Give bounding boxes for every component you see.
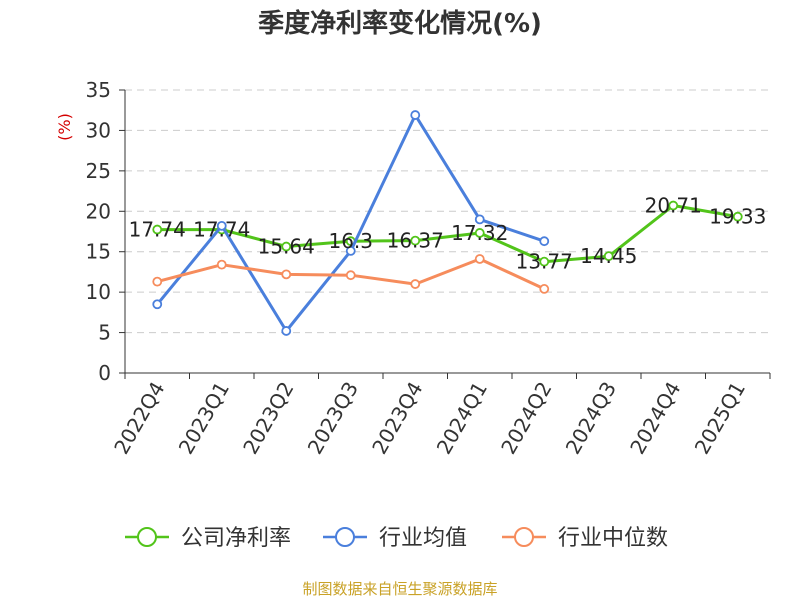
legend-label: 行业均值 [379, 526, 467, 551]
data-label: 17.74 [129, 218, 186, 242]
x-tick-label: 2024Q2 [496, 378, 556, 459]
series-group [152, 110, 743, 336]
data-point [539, 236, 550, 247]
data-label: 16.37 [387, 229, 444, 253]
data-point [345, 246, 356, 256]
legend: 公司净利率 行业均值 行业中位数 [125, 526, 668, 551]
data-point [539, 256, 550, 267]
data-point [216, 259, 227, 270]
data-point [216, 220, 227, 231]
y-tick-label: 5 [98, 321, 111, 345]
data-point [281, 269, 292, 280]
y-tick-label: 10 [86, 280, 111, 304]
data-point [474, 214, 485, 225]
x-tick-label: 2024Q4 [625, 378, 685, 459]
x-tick-label: 2024Q3 [561, 378, 621, 459]
data-label: 16.3 [328, 229, 373, 253]
data-point [668, 200, 679, 211]
y-tick-label: 20 [86, 199, 111, 223]
x-tick-label: 2025Q1 [690, 378, 750, 459]
x-tick-label: 2023Q4 [367, 378, 427, 459]
data-point [603, 251, 614, 262]
series-line-1 [157, 204, 739, 264]
source-note: 制图数据来自恒生聚源数据库 [302, 580, 497, 598]
x-tick-label: 2022Q4 [109, 378, 169, 459]
legend-marker [514, 527, 534, 547]
y-tick-label: 0 [98, 361, 111, 385]
x-tick-label: 2023Q2 [238, 378, 298, 459]
data-label: 13.77 [516, 250, 573, 274]
data-point [281, 241, 292, 252]
y-tick-label: 15 [86, 240, 111, 264]
data-point [281, 326, 292, 336]
data-point [345, 270, 356, 281]
y-tick-label: 25 [86, 159, 111, 183]
data-label: 17.74 [193, 218, 250, 242]
data-point [410, 235, 421, 246]
data-point [732, 211, 743, 222]
data-label: 15.64 [258, 235, 315, 259]
data-point [410, 110, 421, 120]
legend-marker [335, 527, 355, 547]
x-tick-label: 2024Q1 [432, 378, 492, 459]
y-tick-label: 30 [86, 118, 111, 142]
data-point [474, 254, 485, 264]
data-point [152, 276, 163, 287]
legend-marker [137, 527, 157, 547]
data-label: 20.71 [645, 194, 702, 218]
x-tick-label: 2023Q1 [174, 378, 234, 459]
legend-label: 公司净利率 [181, 526, 291, 551]
data-point [152, 299, 163, 310]
chart-title: 季度净利率变化情况(%) [258, 8, 542, 39]
y-tick-label: 35 [86, 78, 111, 102]
data-point [410, 279, 421, 289]
legend-label: 行业中位数 [558, 526, 668, 551]
data-label: 17.32 [451, 221, 508, 245]
data-point [152, 224, 163, 235]
x-tick-label: 2023Q3 [303, 378, 363, 459]
data-label: 19.33 [709, 205, 766, 229]
data-point [539, 284, 550, 294]
data-labels: 17.74 17.74 15.64 16.3 16.37 17.32 13.77 14.45 2… [129, 194, 767, 274]
y-axis-label: (%) [55, 113, 74, 141]
data-label: 14.45 [580, 244, 637, 268]
data-point [474, 228, 485, 238]
